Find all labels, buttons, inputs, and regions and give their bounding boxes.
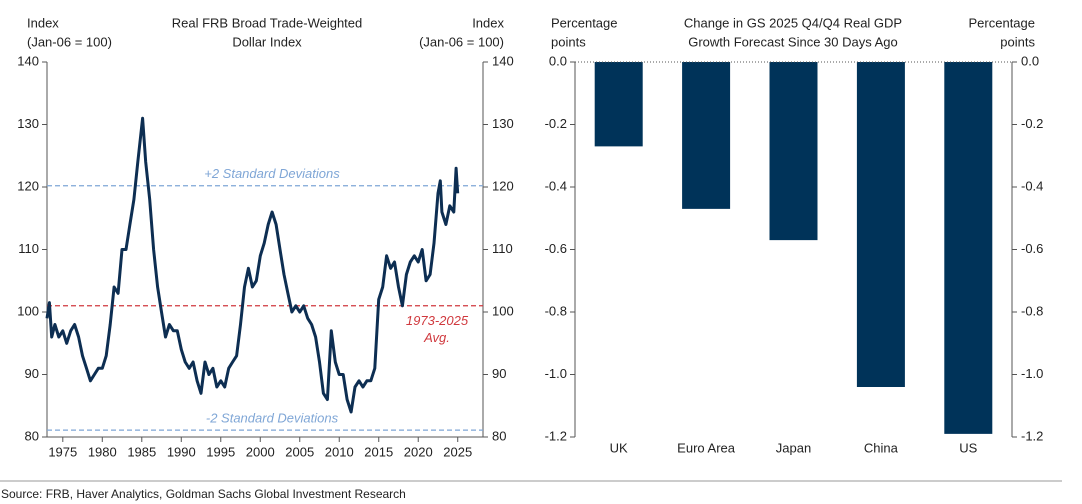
x-tick-label: 1975 (48, 444, 77, 459)
x-tick-label: Euro Area (677, 440, 736, 455)
y-axis-label: Percentage (551, 15, 618, 30)
annotation: +2 Standard Deviations (204, 166, 340, 181)
y2-tick-label: 130 (492, 116, 514, 131)
x-tick-label: 2005 (285, 444, 314, 459)
x-tick-label: US (959, 440, 977, 455)
y2-tick-label: -0.2 (1021, 116, 1043, 131)
annotation: Avg. (423, 330, 450, 345)
x-tick-label: 1995 (206, 444, 235, 459)
y2-axis-label: Percentage (969, 15, 1036, 30)
y-axis-label: points (551, 34, 586, 49)
y-tick-label: -0.6 (545, 241, 567, 256)
y-tick-label: 100 (17, 303, 39, 318)
y2-tick-label: -1.2 (1021, 428, 1043, 443)
chart-title: Growth Forecast Since 30 Days Ago (688, 34, 898, 49)
bar (769, 62, 818, 241)
y2-axis-label: points (1000, 34, 1035, 49)
y-tick-label: 90 (25, 366, 39, 381)
y2-tick-label: -0.4 (1021, 178, 1043, 193)
y2-tick-label: 120 (492, 178, 514, 193)
data-line (45, 116, 460, 414)
x-tick-label: 2000 (246, 444, 275, 459)
y-tick-label: -1.0 (545, 366, 567, 381)
x-tick-label: 2025 (443, 444, 472, 459)
bar (594, 62, 643, 147)
bar (856, 62, 905, 387)
y2-axis-label: Index (472, 15, 504, 30)
chart-title: Real FRB Broad Trade-Weighted (172, 15, 363, 30)
y-tick-label: 140 (17, 53, 39, 68)
x-tick-label: UK (610, 440, 628, 455)
chart-title: Change in GS 2025 Q4/Q4 Real GDP (684, 15, 902, 30)
y-tick-label: 0.0 (549, 53, 567, 68)
y2-tick-label: -1.0 (1021, 366, 1043, 381)
x-tick-label: 2020 (404, 444, 433, 459)
y2-tick-label: 80 (492, 428, 506, 443)
y2-tick-label: 100 (492, 303, 514, 318)
y-tick-label: -0.2 (545, 116, 567, 131)
y-tick-label: 130 (17, 116, 39, 131)
y-axis-label: (Jan-06 = 100) (27, 34, 112, 49)
y2-tick-label: -0.6 (1021, 241, 1043, 256)
x-tick-label: China (864, 440, 899, 455)
y2-tick-label: -0.8 (1021, 303, 1043, 318)
y2-tick-label: 0.0 (1021, 53, 1039, 68)
y-tick-label: -1.2 (545, 428, 567, 443)
y-tick-label: 120 (17, 178, 39, 193)
y-tick-label: -0.8 (545, 303, 567, 318)
x-tick-label: Japan (776, 440, 811, 455)
y-tick-label: 80 (25, 428, 39, 443)
bar (682, 62, 731, 209)
x-tick-label: 1990 (167, 444, 196, 459)
annotation: 1973-2025 (406, 313, 469, 328)
chart-title: Dollar Index (232, 34, 302, 49)
y-tick-label: 110 (18, 241, 39, 256)
y-tick-label: -0.4 (545, 178, 567, 193)
x-tick-label: 2015 (364, 444, 393, 459)
y2-tick-label: 110 (492, 241, 513, 256)
source: Source: FRB, Haver Analytics, Goldman Sa… (1, 487, 406, 501)
annotation: -2 Standard Deviations (206, 411, 339, 426)
y2-tick-label: 140 (492, 53, 514, 68)
y2-axis-label: (Jan-06 = 100) (419, 34, 504, 49)
x-tick-label: 1980 (88, 444, 117, 459)
x-tick-label: 2010 (325, 444, 354, 459)
y-axis-label: Index (27, 15, 59, 30)
y2-tick-label: 90 (492, 366, 506, 381)
bar (944, 62, 993, 434)
x-tick-label: 1985 (127, 444, 156, 459)
